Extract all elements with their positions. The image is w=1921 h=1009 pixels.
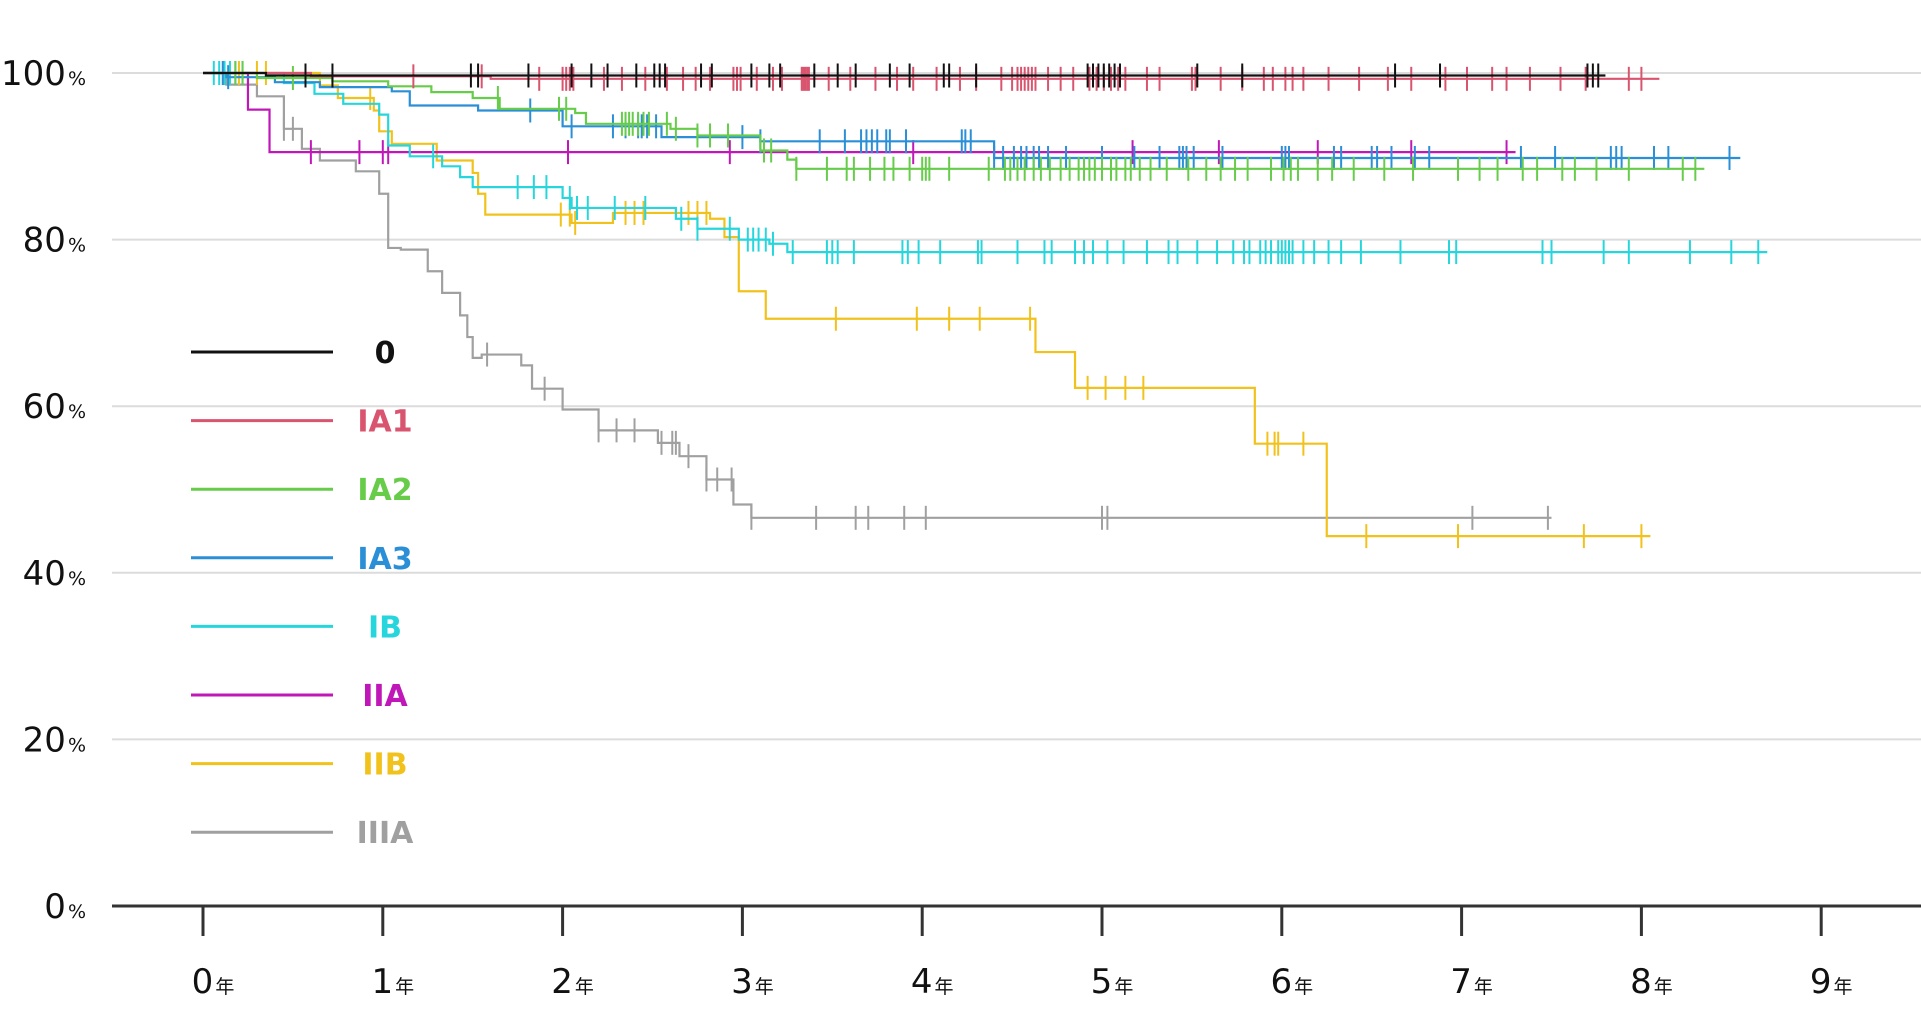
- curve-ib: [203, 71, 1768, 254]
- y-tick-label-60: 60%: [23, 387, 86, 427]
- legend-label: IA1: [357, 405, 412, 440]
- x-tick-value: 0: [192, 962, 214, 1002]
- x-tick-unit: 年: [755, 976, 774, 998]
- y-tick-unit: %: [68, 235, 86, 257]
- x-tick-unit: 年: [935, 976, 954, 998]
- y-tick-value: 0: [44, 887, 66, 927]
- y-tick-value: 20: [23, 720, 66, 760]
- legend-item-ia1: IA1: [191, 405, 413, 440]
- legend-item-iib: IIB: [191, 748, 408, 783]
- y-tick-value: 40: [23, 554, 66, 594]
- x-tick-unit: 年: [1114, 976, 1133, 998]
- y-tick-unit: %: [68, 901, 86, 923]
- x-tick-value: 3: [731, 962, 753, 1002]
- x-tick-value: 1: [371, 962, 393, 1002]
- y-tick-value: 100: [1, 54, 66, 94]
- y-tick-label-40: 40%: [23, 554, 86, 594]
- survival-curves: [203, 61, 1768, 549]
- y-axis-ticks: 0 %20 %40 %60 %80 %100%: [1, 54, 86, 927]
- series-iib: [203, 61, 1651, 549]
- y-tick-label-0: 0%: [44, 887, 86, 927]
- legend-item-iiia: IIIA: [191, 816, 414, 851]
- x-tick-unit: 年: [215, 976, 234, 998]
- x-tick-unit: 年: [1474, 976, 1493, 998]
- y-tick-label-80: 80%: [23, 221, 86, 261]
- x-tick-unit: 年: [1654, 976, 1673, 998]
- x-tick-unit: 年: [1294, 976, 1313, 998]
- legend-label: IIIA: [357, 816, 414, 851]
- legend-item-iia: IIA: [191, 679, 409, 714]
- curve-iib: [203, 71, 1651, 538]
- legend-label: IB: [368, 610, 402, 645]
- legend-item-0: 0: [191, 336, 395, 371]
- legend-label: IA3: [357, 542, 412, 577]
- y-tick-label-20: 20%: [23, 720, 86, 760]
- y-tick-value: 60: [23, 387, 66, 427]
- x-tick-value: 9: [1810, 962, 1832, 1002]
- x-tick-value: 7: [1450, 962, 1472, 1002]
- legend-label: IIA: [362, 679, 408, 714]
- series-iiia: [203, 71, 1552, 530]
- x-tick-unit: 年: [395, 976, 414, 998]
- legend-label: IIB: [362, 748, 407, 783]
- y-tick-unit: %: [68, 68, 86, 90]
- x-tick-value: 8: [1630, 962, 1652, 1002]
- curve-ia2: [203, 71, 1705, 170]
- legend-label: IA2: [357, 473, 412, 508]
- legend-item-ia2: IA2: [191, 473, 413, 508]
- legend: 0 IA1 IA2 IA3 IB IIA IIB IIIA: [191, 336, 414, 851]
- y-tick-value: 80: [23, 221, 66, 261]
- y-tick-label-100: 100%: [1, 54, 86, 94]
- x-tick-unit: 年: [575, 976, 594, 998]
- y-tick-unit: %: [68, 734, 86, 756]
- series-0: [203, 63, 1606, 88]
- x-tick-value: 4: [911, 962, 933, 1002]
- legend-label: 0: [375, 336, 396, 371]
- x-tick-unit: 年: [1834, 976, 1853, 998]
- y-tick-unit: %: [68, 401, 86, 423]
- legend-item-ib: IB: [191, 610, 402, 645]
- curve-0: [203, 71, 1606, 77]
- legend-item-ia3: IA3: [191, 542, 413, 577]
- y-tick-unit: %: [68, 568, 86, 590]
- series-ib: [203, 61, 1768, 265]
- x-tick-value: 5: [1091, 962, 1113, 1002]
- x-tick-value: 2: [551, 962, 573, 1002]
- x-tick-value: 6: [1270, 962, 1292, 1002]
